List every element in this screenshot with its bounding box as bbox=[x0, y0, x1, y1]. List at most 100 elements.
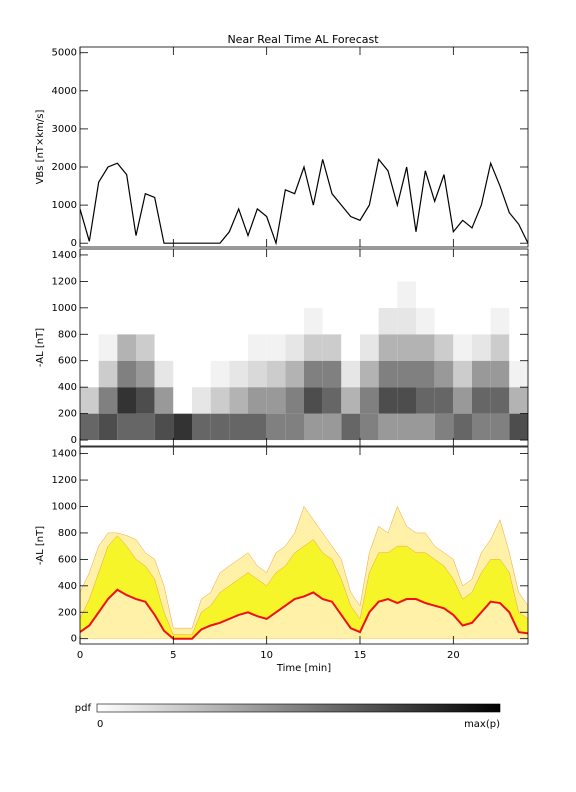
heatmap-cell bbox=[360, 334, 379, 361]
heatmap-cell bbox=[192, 281, 211, 308]
heatmap-cell bbox=[117, 307, 136, 335]
heatmap-cell bbox=[416, 413, 435, 441]
heatmap-cell bbox=[285, 360, 304, 388]
heatmap-cell bbox=[378, 360, 398, 388]
heatmap-cell bbox=[397, 281, 416, 308]
heatmap-cell bbox=[266, 334, 286, 361]
heatmap-cell bbox=[248, 281, 267, 308]
heatmap-cell bbox=[80, 281, 99, 308]
heatmap-cell bbox=[472, 281, 491, 308]
heatmap-cell bbox=[453, 387, 472, 414]
heatmap-cell bbox=[154, 360, 174, 388]
heatmap-cell bbox=[192, 254, 211, 282]
heatmap-cell bbox=[304, 360, 323, 388]
heatmap-cell bbox=[322, 307, 342, 335]
heatmap-cell bbox=[360, 254, 379, 282]
heatmap-cell bbox=[322, 281, 342, 308]
heatmap-cell bbox=[378, 413, 398, 441]
heatmap-cell bbox=[173, 387, 192, 414]
heatmap-cell bbox=[80, 387, 99, 414]
heatmap-cell bbox=[490, 413, 510, 441]
heatmap-cell bbox=[322, 413, 342, 441]
heatmap-cell bbox=[416, 387, 435, 414]
heatmap-cell bbox=[98, 281, 118, 308]
heatmap-cell bbox=[509, 281, 528, 308]
heatmap-cell bbox=[248, 334, 267, 361]
heatmap-cell bbox=[229, 360, 248, 388]
heatmap-cell bbox=[490, 387, 510, 414]
heatmap-cell bbox=[434, 334, 454, 361]
heatmap-cell bbox=[248, 413, 267, 441]
y-tick-label: 1200 bbox=[52, 276, 77, 287]
heatmap-cell bbox=[229, 334, 248, 361]
heatmap-cell bbox=[173, 413, 192, 441]
heatmap-cell bbox=[322, 334, 342, 361]
heatmap-cell bbox=[472, 360, 491, 388]
heatmap-cell bbox=[509, 307, 528, 335]
heatmap-cell bbox=[397, 413, 416, 441]
y-tick-label: 1000 bbox=[52, 303, 77, 314]
heatmap-cell bbox=[98, 254, 118, 282]
heatmap-cell bbox=[80, 254, 99, 282]
y-axis-label: -AL [nT] bbox=[35, 328, 46, 367]
heatmap-cell bbox=[434, 281, 454, 308]
heatmap-cell bbox=[360, 307, 379, 335]
heatmap-cell bbox=[136, 307, 155, 335]
heatmap-cell bbox=[304, 387, 323, 414]
y-tick-label: 5000 bbox=[52, 48, 77, 59]
heatmap-cell bbox=[154, 413, 174, 441]
heatmap-cell bbox=[341, 307, 360, 335]
heatmap-cell bbox=[434, 307, 454, 335]
x-tick-label: 10 bbox=[260, 650, 273, 661]
heatmap-cell bbox=[453, 281, 472, 308]
heatmap-cell bbox=[322, 387, 342, 414]
y-tick-label: 1400 bbox=[52, 250, 77, 261]
heatmap-cell bbox=[173, 360, 192, 388]
heatmap-cell bbox=[509, 387, 528, 414]
heatmap-cell bbox=[192, 387, 211, 414]
heatmap-cell bbox=[154, 334, 174, 361]
heatmap-cell bbox=[304, 413, 323, 441]
colorbar-title: pdf bbox=[75, 703, 92, 714]
heatmap-cell bbox=[378, 387, 398, 414]
heatmap-cell bbox=[472, 254, 491, 282]
heatmap-cell bbox=[117, 387, 136, 414]
heatmap-cell bbox=[173, 334, 192, 361]
heatmap-cell bbox=[248, 360, 267, 388]
y-tick-label: 400 bbox=[58, 581, 77, 592]
colorbar-tick-label: 0 bbox=[97, 719, 103, 730]
heatmap-cell bbox=[416, 360, 435, 388]
heatmap-cell bbox=[117, 360, 136, 388]
y-tick-label: 0 bbox=[71, 435, 77, 446]
heatmap-cell bbox=[304, 334, 323, 361]
heatmap-cell bbox=[322, 360, 342, 388]
heatmap-cell bbox=[248, 254, 267, 282]
heatmap-cell bbox=[416, 307, 435, 335]
y-axis-label: VBs [nT×km/s] bbox=[35, 109, 46, 184]
heatmap-cell bbox=[434, 254, 454, 282]
x-tick-label: 0 bbox=[77, 650, 83, 661]
heatmap-cell bbox=[210, 334, 230, 361]
heatmap-cell bbox=[80, 360, 99, 388]
heatmap-cell bbox=[210, 254, 230, 282]
heatmap-cell bbox=[98, 413, 118, 441]
heatmap-cell bbox=[472, 387, 491, 414]
heatmap-cell bbox=[192, 360, 211, 388]
heatmap-cell bbox=[285, 413, 304, 441]
heatmap-cell bbox=[509, 254, 528, 282]
heatmap-cell bbox=[248, 387, 267, 414]
y-tick-label: 4000 bbox=[52, 86, 77, 97]
heatmap-cell bbox=[192, 307, 211, 335]
heatmap-cell bbox=[509, 334, 528, 361]
heatmap-cell bbox=[266, 281, 286, 308]
heatmap-cell bbox=[378, 334, 398, 361]
heatmap-cell bbox=[490, 307, 510, 335]
heatmap-cell bbox=[98, 387, 118, 414]
heatmap-cell bbox=[248, 307, 267, 335]
heatmap-cell bbox=[210, 413, 230, 441]
y-tick-label: 2000 bbox=[52, 162, 77, 173]
heatmap-cell bbox=[229, 387, 248, 414]
heatmap-cell bbox=[509, 413, 528, 441]
heatmap-cell bbox=[453, 254, 472, 282]
heatmap-cell bbox=[285, 281, 304, 308]
